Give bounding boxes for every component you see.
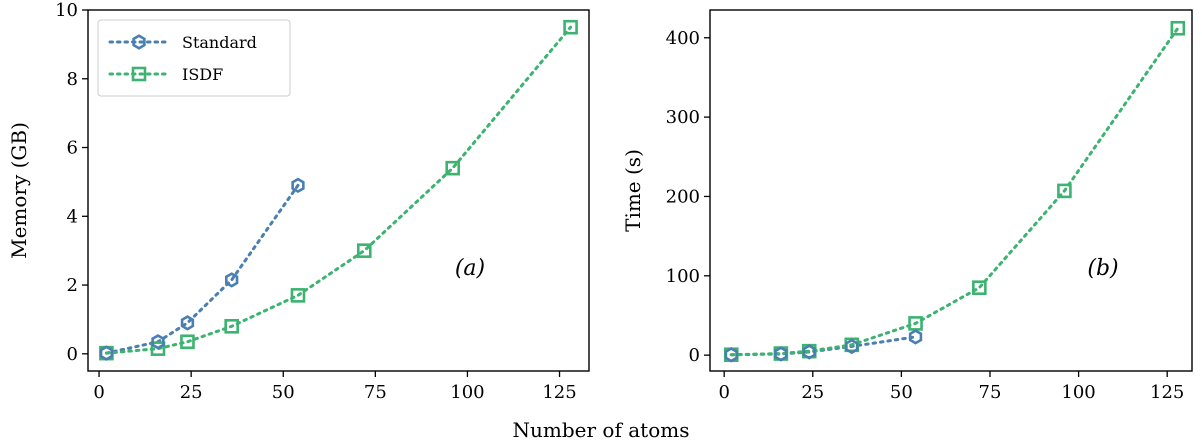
y-tick-label: 4	[67, 206, 78, 227]
panel-a: 0 25 50 75 100 125 0 2 4 6 8 10 Memory (GB) (a) Standa…	[7, 0, 590, 403]
y-tick-label: 200	[666, 186, 700, 207]
data-point-isdf	[1170, 20, 1186, 36]
y-tick-label: 0	[689, 345, 700, 366]
data-point-isdf	[224, 319, 239, 334]
data-point-isdf	[1057, 183, 1072, 199]
y-tick-label: 100	[666, 266, 700, 287]
data-point-isdf	[563, 19, 578, 35]
legend-label: ISDF	[182, 65, 223, 84]
data-point-isdf	[180, 334, 195, 350]
legend-marker-standard	[132, 34, 146, 50]
y-tick-label: 2	[67, 275, 78, 296]
data-point-standard	[724, 347, 738, 363]
x-tick-label: 50	[890, 382, 913, 403]
x-tick-label: 50	[272, 382, 295, 403]
x-tick-label: 25	[801, 382, 824, 403]
data-point-standard	[225, 272, 239, 288]
x-tick-label: 100	[450, 382, 484, 403]
panel-b: 0 25 50 75 100 125 0 100 200 300 400 Time (s) (b)	[621, 9, 1193, 403]
data-point-standard	[151, 334, 165, 350]
data-point-isdf	[356, 243, 372, 258]
data-point-standard	[908, 329, 923, 345]
x-tick-label: 75	[364, 382, 387, 403]
data-point-isdf	[150, 341, 166, 356]
panel-label: (b)	[1087, 256, 1118, 281]
x-tick-label: 125	[1150, 382, 1184, 403]
x-tick-label: 0	[93, 382, 104, 403]
data-point-standard	[802, 344, 816, 360]
y-tick-label: 6	[67, 138, 78, 159]
data-point-standard	[99, 345, 114, 361]
legend: Standard ISDF	[97, 19, 291, 97]
y-tick-label: 8	[67, 69, 78, 90]
data-point-standard	[774, 346, 788, 362]
plot-area-frame	[709, 9, 1193, 372]
y-tick-label: 300	[666, 107, 700, 128]
data-point-standard	[291, 177, 305, 194]
data-point-isdf	[290, 288, 306, 303]
panel-label: (a)	[455, 256, 485, 281]
plot-area-frame	[87, 9, 590, 372]
series-line-isdf	[729, 26, 1180, 357]
y-tick-label: 0	[67, 344, 78, 365]
x-tick-label: 0	[718, 382, 729, 403]
legend-box	[97, 19, 291, 97]
y-tick-label: 400	[666, 28, 700, 49]
data-point-standard	[845, 338, 859, 355]
data-point-isdf	[972, 280, 987, 295]
x-tick-label: 100	[1061, 382, 1095, 403]
data-point-standard	[180, 315, 195, 331]
figure-x-axis-label: Number of atoms	[513, 418, 690, 442]
series-line-isdf	[104, 25, 573, 355]
x-tick-label: 125	[542, 382, 576, 403]
y-axis-label: Memory (GB)	[7, 122, 31, 259]
data-point-isdf	[445, 160, 460, 176]
legend-label: Standard	[182, 33, 257, 52]
x-tick-label: 25	[180, 382, 203, 403]
y-axis-label: Time (s)	[621, 149, 645, 232]
x-tick-label: 75	[979, 382, 1002, 403]
series-line-standard	[729, 335, 918, 357]
legend-marker-isdf	[131, 66, 147, 82]
series-line-standard	[104, 183, 300, 355]
y-tick-label: 10	[55, 0, 78, 21]
